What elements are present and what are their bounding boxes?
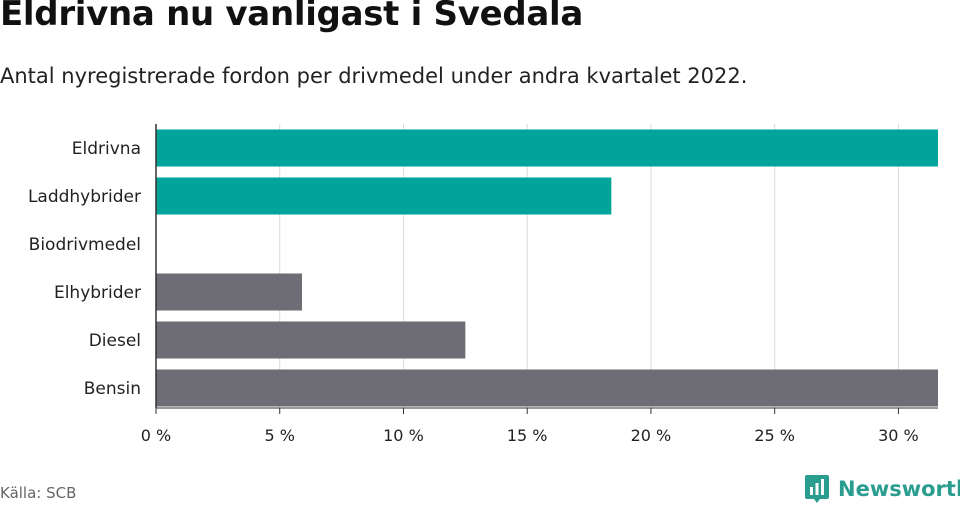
x-tick-label-6: 30 %: [878, 426, 919, 445]
x-tick-label-4: 20 %: [631, 426, 672, 445]
newsworthy-logo-icon: [805, 475, 829, 503]
newsworthy-logo-text: Newsworthy: [838, 477, 960, 501]
category-label-5: Bensin: [84, 379, 141, 399]
bar-1: [156, 177, 612, 215]
chart-title: Eldrivna nu vanligast i Svedala: [0, 0, 584, 34]
x-tick-label-3: 15 %: [507, 426, 548, 445]
category-label-1: Laddhybrider: [28, 187, 141, 207]
newsworthy-logo: Newsworthy: [804, 473, 960, 505]
bar-5: [156, 369, 938, 407]
bar-3: [156, 273, 303, 311]
category-label-2: Biodrivmedel: [29, 235, 141, 255]
x-tick-label-0: 0 %: [141, 426, 171, 445]
bar-4: [156, 321, 466, 359]
category-label-3: Elhybrider: [54, 283, 141, 303]
chart-subtitle: Antal nyregistrerade fordon per drivmede…: [0, 64, 748, 88]
bar-0: [156, 129, 938, 167]
x-tick-label-2: 10 %: [383, 426, 424, 445]
x-tick-label-1: 5 %: [264, 426, 294, 445]
x-tick-label-5: 25 %: [754, 426, 795, 445]
category-label-4: Diesel: [89, 331, 141, 351]
category-label-0: Eldrivna: [72, 139, 141, 159]
source-note: Källa: SCB: [0, 484, 77, 502]
bar-chart: Eldrivna Laddhybrider Biodrivmedel Elhybrid…: [28, 124, 938, 445]
